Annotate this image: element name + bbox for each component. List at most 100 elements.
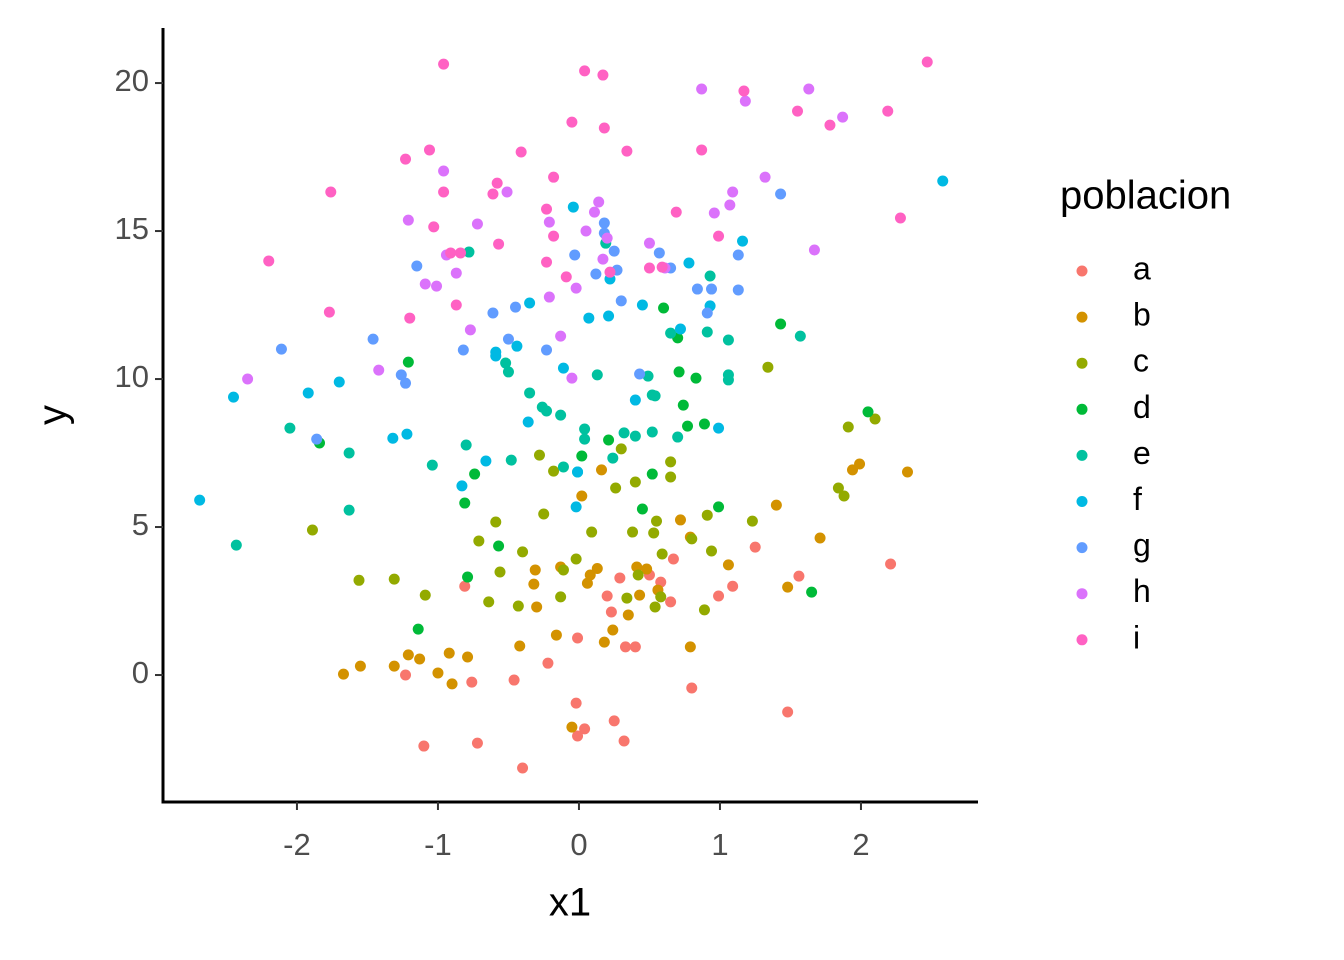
- point: [531, 601, 543, 613]
- point: [401, 428, 413, 440]
- point: [607, 452, 619, 464]
- point: [522, 416, 534, 428]
- point: [515, 146, 527, 158]
- point: [325, 186, 337, 198]
- point: [803, 83, 815, 95]
- point: [302, 387, 314, 399]
- point: [591, 369, 603, 381]
- point: [524, 387, 536, 399]
- point: [614, 572, 626, 584]
- point: [691, 283, 703, 295]
- point: [541, 344, 553, 356]
- point: [832, 482, 844, 494]
- point: [493, 238, 505, 250]
- point: [651, 515, 663, 527]
- point: [541, 203, 553, 215]
- point: [653, 247, 665, 259]
- point: [646, 426, 658, 438]
- point: [445, 247, 457, 259]
- point: [619, 641, 631, 653]
- point: [643, 262, 655, 274]
- legend-label: h: [1133, 573, 1151, 609]
- point: [459, 497, 471, 509]
- point: [263, 255, 275, 267]
- point: [738, 85, 750, 97]
- point: [463, 246, 475, 258]
- point: [588, 206, 600, 218]
- point: [759, 171, 771, 183]
- point: [466, 676, 478, 688]
- point: [622, 609, 634, 621]
- point: [517, 546, 529, 558]
- point: [402, 214, 414, 226]
- point: [505, 454, 517, 466]
- point: [570, 282, 582, 294]
- point: [570, 697, 582, 709]
- point: [400, 377, 412, 389]
- point: [572, 632, 584, 644]
- point: [517, 762, 529, 774]
- y-tick-label: 15: [115, 211, 149, 246]
- point: [388, 660, 400, 672]
- point: [557, 564, 569, 576]
- point: [642, 370, 654, 382]
- legend-label: i: [1133, 619, 1140, 655]
- point: [450, 267, 462, 279]
- point: [854, 458, 866, 470]
- point: [727, 186, 739, 198]
- point: [443, 647, 455, 659]
- point: [450, 299, 462, 311]
- point: [610, 482, 622, 494]
- point: [722, 559, 734, 571]
- point: [894, 212, 906, 224]
- point: [510, 301, 522, 313]
- point: [727, 580, 739, 592]
- point: [404, 312, 416, 324]
- point: [487, 307, 499, 319]
- point: [306, 524, 318, 536]
- point: [323, 306, 335, 318]
- point: [572, 730, 584, 742]
- point: [580, 225, 592, 237]
- point: [901, 466, 913, 478]
- point: [737, 235, 749, 247]
- point: [508, 674, 520, 686]
- x-axis-title: x1: [549, 881, 591, 925]
- point: [579, 723, 591, 735]
- point: [665, 596, 677, 608]
- point: [677, 399, 689, 411]
- point: [490, 516, 502, 528]
- point: [548, 230, 560, 242]
- point: [560, 271, 572, 283]
- point: [548, 465, 560, 477]
- point: [354, 660, 366, 672]
- point: [621, 592, 633, 604]
- point: [598, 636, 610, 648]
- point: [543, 216, 555, 228]
- point: [494, 566, 506, 578]
- point: [423, 144, 435, 156]
- legend-marker: [1076, 265, 1088, 277]
- point: [673, 366, 685, 378]
- legend-marker: [1076, 357, 1088, 369]
- point: [601, 232, 613, 244]
- point: [228, 391, 240, 403]
- point: [529, 564, 541, 576]
- point: [456, 480, 468, 492]
- point: [597, 253, 609, 265]
- x-tick-label: 2: [852, 827, 869, 862]
- point: [722, 374, 734, 386]
- legend-title: poblacion: [1060, 174, 1231, 218]
- legend-marker: [1076, 311, 1088, 323]
- point: [629, 476, 641, 488]
- legend-label: d: [1133, 389, 1151, 425]
- point: [591, 562, 603, 574]
- point: [459, 580, 471, 592]
- point: [604, 266, 616, 278]
- point: [646, 468, 658, 480]
- point: [656, 261, 668, 273]
- point: [684, 641, 696, 653]
- point: [701, 326, 713, 338]
- point: [701, 307, 713, 319]
- point: [782, 706, 794, 718]
